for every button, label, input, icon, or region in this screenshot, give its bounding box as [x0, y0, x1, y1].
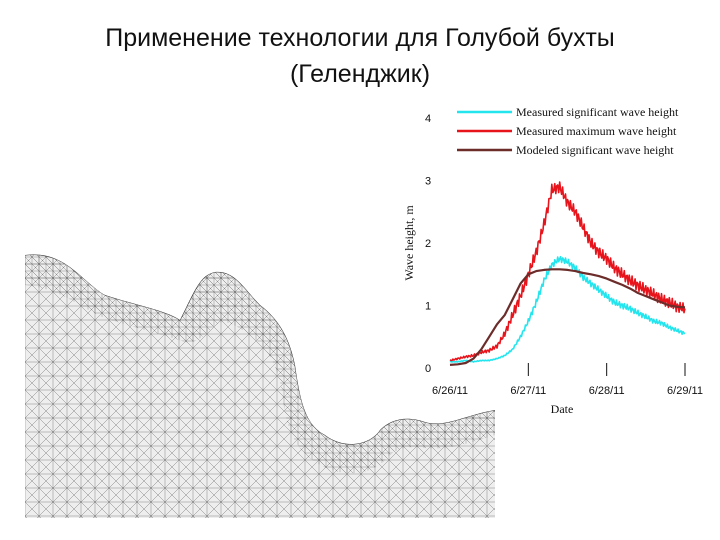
series-lines: [449, 181, 686, 366]
computational-mesh-image: [25, 250, 495, 518]
slide-title-line-1: Применение технологии для Голубой бухты: [105, 24, 615, 52]
legend: Measured significant wave height Measured…: [457, 105, 679, 157]
legend-label: Measured maximum wave height: [516, 124, 677, 138]
slide-title: Применение технологии для Голубой бухты …: [0, 20, 720, 92]
wave-height-chart: Wave height, m Date 0 1 2 3 4 6/26/11 6/27/11…: [402, 105, 703, 416]
series-line: [449, 268, 686, 366]
x-tick-label: 6/26/11: [432, 385, 468, 397]
legend-label: Measured significant wave height: [516, 105, 679, 119]
series-line: [449, 255, 686, 363]
slide-title-line-2: (Геленджик): [289, 60, 431, 88]
x-tick-label: 6/29/11: [667, 385, 703, 397]
y-tick-label: 3: [425, 176, 431, 188]
y-tick-labels: 0 1 2 3 4: [425, 113, 431, 375]
y-tick-label: 4: [425, 113, 431, 125]
y-tick-label: 0: [425, 363, 431, 375]
x-axis-label: Date: [551, 402, 574, 416]
land-area: [25, 250, 495, 445]
y-axis-label: Wave height, m: [402, 205, 416, 281]
legend-label: Modeled significant wave height: [516, 143, 674, 157]
y-tick-label: 1: [425, 301, 431, 313]
x-tick-label: 6/28/11: [589, 385, 625, 397]
coastline-fine-mesh: [25, 254, 495, 474]
x-tick-label: 6/27/11: [510, 385, 546, 397]
series-line: [449, 181, 686, 362]
x-tick-labels: 6/26/11 6/27/11 6/28/11 6/29/11: [432, 363, 703, 397]
y-tick-label: 2: [425, 238, 431, 250]
